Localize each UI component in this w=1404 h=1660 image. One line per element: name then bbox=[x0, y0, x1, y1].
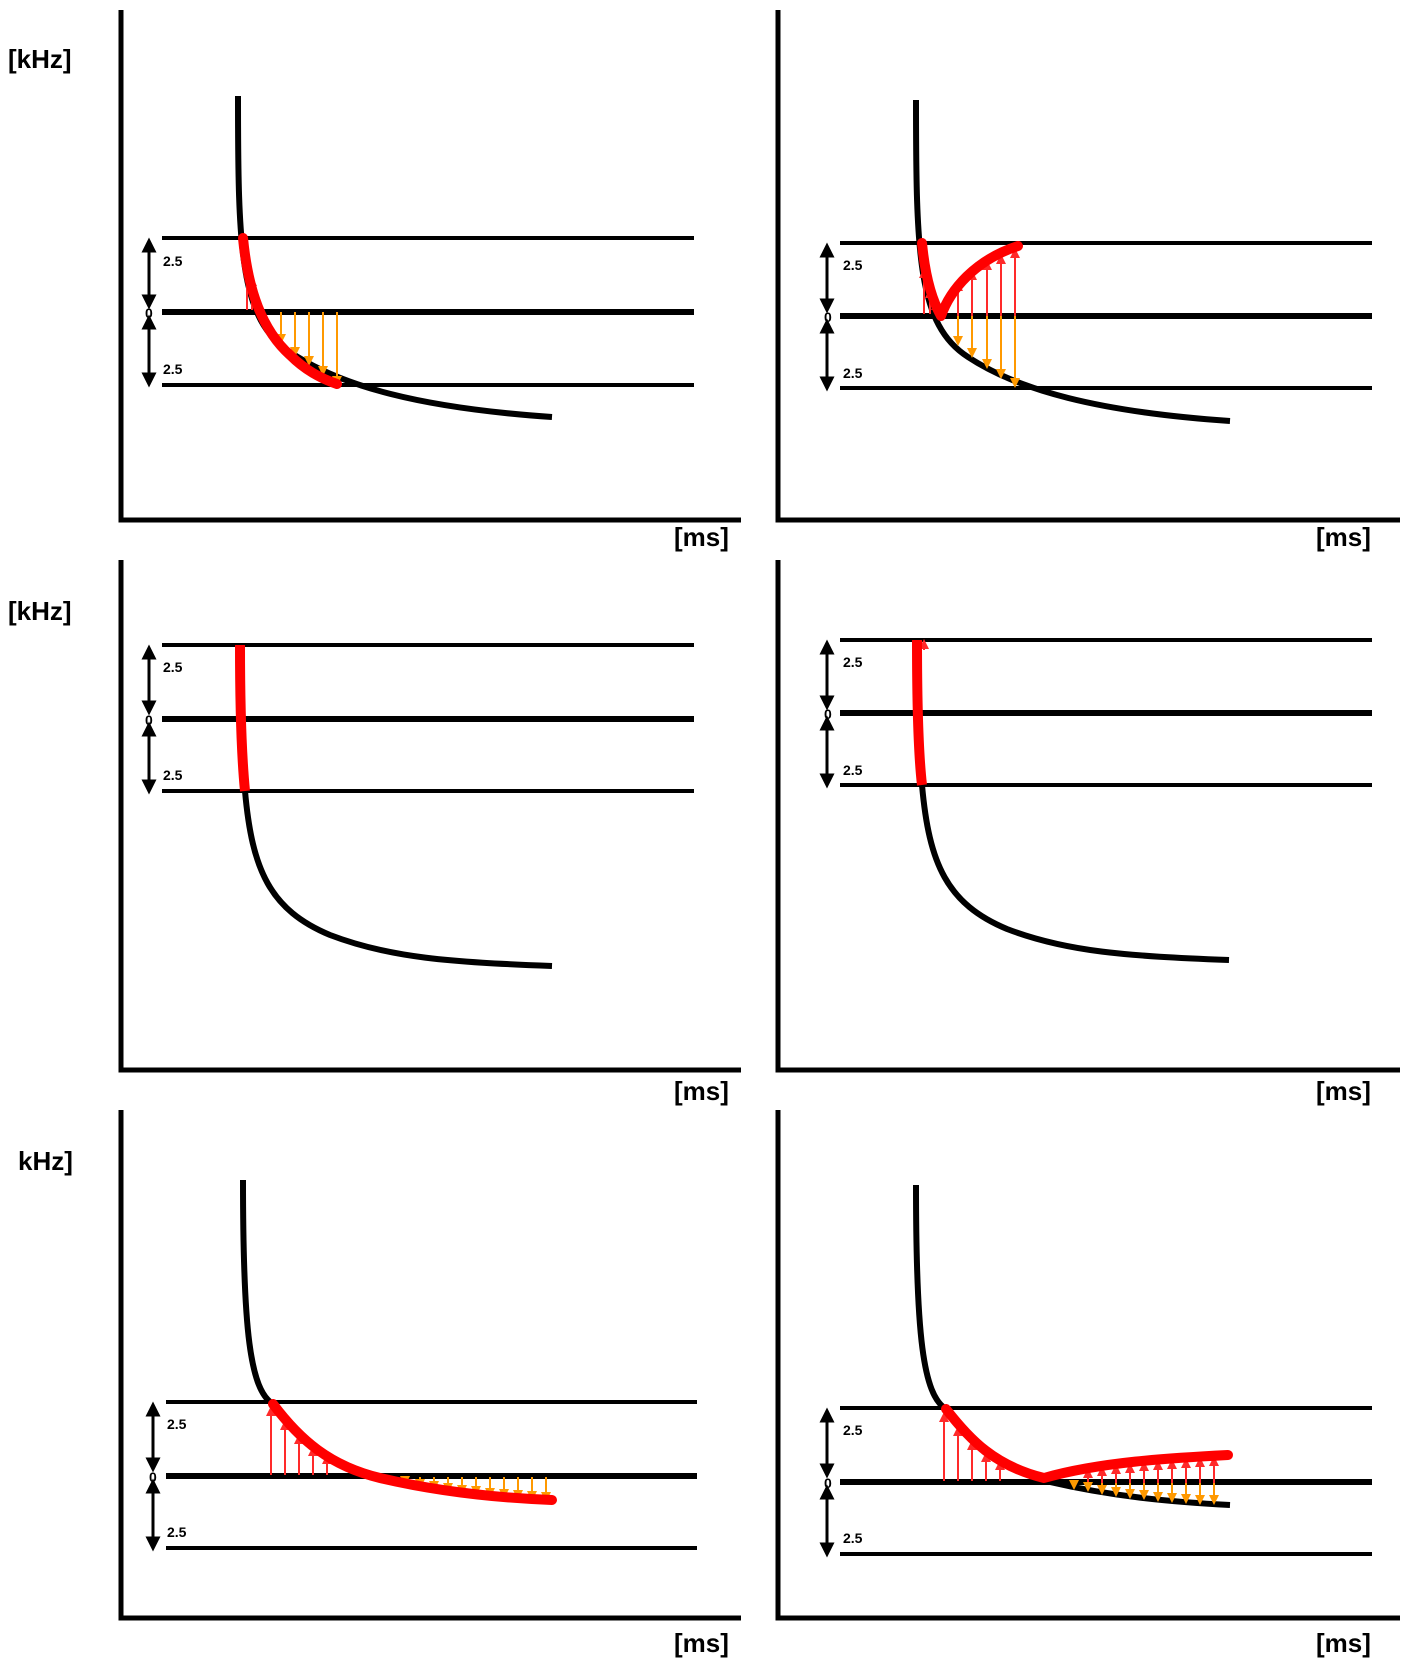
zero-label: 0 bbox=[824, 309, 832, 325]
band-upper-label: 2.5 bbox=[843, 257, 863, 273]
xlabel-row2-right: [ms] bbox=[1316, 1076, 1371, 1106]
ylabel-row1: [kHz] bbox=[8, 44, 72, 74]
xlabel-row1-right: [ms] bbox=[1316, 522, 1371, 552]
band-upper-label: 2.5 bbox=[163, 253, 183, 269]
highlight-curve bbox=[238, 233, 342, 389]
highlight-curve bbox=[912, 639, 927, 786]
band-upper-label: 2.5 bbox=[843, 654, 863, 670]
axes bbox=[775, 560, 1400, 1073]
xlabel-row1-left: [ms] bbox=[674, 522, 729, 552]
ylabel-row3: kHz] bbox=[18, 1146, 73, 1176]
panel-row3-right: 2.5 0 2.5 bbox=[775, 1110, 1400, 1621]
down-arrows bbox=[953, 316, 1020, 388]
decay-curve bbox=[913, 99, 1231, 424]
decay-curve bbox=[242, 790, 553, 969]
axes bbox=[775, 10, 1400, 523]
zero-label: 0 bbox=[145, 305, 153, 321]
zero-label: 0 bbox=[824, 706, 832, 722]
highlight-curve bbox=[268, 1399, 557, 1505]
decay-curve bbox=[919, 784, 1230, 963]
zero-label: 0 bbox=[824, 1475, 832, 1491]
xlabel-row3-right: [ms] bbox=[1316, 1628, 1371, 1658]
band-lower-label: 2.5 bbox=[843, 1530, 863, 1546]
band-lower-label: 2.5 bbox=[843, 762, 863, 778]
axes bbox=[118, 10, 741, 523]
band-upper-label: 2.5 bbox=[163, 659, 183, 675]
down-arrows bbox=[1069, 1480, 1219, 1505]
band-lower-label: 2.5 bbox=[163, 767, 183, 783]
band-upper-label: 2.5 bbox=[167, 1416, 187, 1432]
zero-label: 0 bbox=[145, 712, 153, 728]
highlight-curve bbox=[941, 1404, 1233, 1483]
panel-row2-left: 2.5 0 2.5 bbox=[118, 560, 741, 1073]
highlight-curve bbox=[917, 238, 1023, 321]
decay-curve bbox=[235, 95, 553, 420]
panel-row1-left: 2.5 0 2.5 bbox=[118, 10, 741, 523]
decay-curve bbox=[240, 1179, 275, 1407]
axes bbox=[775, 1110, 1400, 1621]
ylabel-row2: [kHz] bbox=[8, 596, 72, 626]
axes bbox=[118, 1110, 741, 1621]
band-lower-label: 2.5 bbox=[843, 365, 863, 381]
band-lower-label: 2.5 bbox=[163, 361, 183, 377]
panel-row3-left: 2.5 0 2.5 bbox=[118, 1110, 741, 1621]
band-lower-label: 2.5 bbox=[167, 1524, 187, 1540]
down-arrows bbox=[276, 312, 342, 386]
panel-row2-right: 2.5 0 2.5 bbox=[775, 560, 1400, 1073]
band-upper-label: 2.5 bbox=[843, 1422, 863, 1438]
zero-label: 0 bbox=[149, 1469, 157, 1485]
highlight-curve bbox=[235, 644, 250, 792]
axes bbox=[118, 560, 741, 1073]
xlabel-row3-left: [ms] bbox=[674, 1628, 729, 1658]
panel-row1-right: 2.5 0 2.5 bbox=[775, 10, 1400, 523]
xlabel-row2-left: [ms] bbox=[674, 1076, 729, 1106]
